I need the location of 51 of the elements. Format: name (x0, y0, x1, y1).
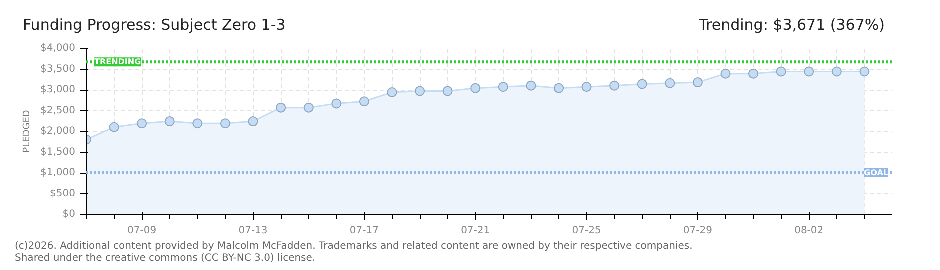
point (109, 122, 120, 132)
point (526, 80, 536, 91)
x-tick-label: 07-17 (350, 226, 379, 236)
point (804, 66, 814, 77)
point (720, 68, 731, 79)
x-tick-label: 07-29 (683, 226, 712, 236)
x-tick-label: 07-25 (572, 226, 602, 236)
text: Shared under the creative commons (CC BY-NC 3.0) license. (15, 253, 317, 265)
point (164, 116, 175, 127)
point (470, 83, 481, 94)
point (860, 66, 870, 77)
x-tick-label: 07-13 (238, 226, 268, 236)
point (692, 78, 703, 88)
point (192, 118, 203, 129)
y-tick-label: $1,000 (40, 168, 76, 178)
point (665, 78, 676, 88)
point (637, 79, 648, 90)
y-tick-label: $500 (50, 188, 76, 200)
ref-line-label: GOAL (864, 168, 889, 178)
text: Trending: $3,671 (367%) (699, 15, 885, 36)
point (387, 88, 398, 98)
x-tick-label: 08-02 (794, 226, 824, 236)
text: (c)2026. Additional content provided by Malcolm McFadden. Trademarks and related content are owned by their respective companies. (15, 241, 693, 253)
point (248, 116, 258, 127)
point (276, 102, 286, 113)
point (304, 102, 314, 113)
point (554, 83, 564, 94)
point (776, 66, 786, 77)
y-tick-label: $2,500 (40, 105, 76, 116)
ref-line-label: TRENDING (94, 58, 142, 67)
point (332, 98, 342, 109)
y-tick-label: $4,000 (40, 43, 76, 54)
point (610, 80, 620, 91)
y-tick-label: $0 (62, 209, 76, 220)
y-tick-label: $1,500 (40, 146, 76, 158)
point (415, 86, 426, 96)
y-tick-label: $3,000 (40, 84, 76, 96)
point (748, 68, 759, 79)
x-tick-label: 07-21 (461, 226, 490, 236)
y-tick-label: $2,000 (40, 126, 76, 137)
point (359, 96, 370, 107)
point (442, 86, 453, 96)
point (582, 82, 592, 92)
x-tick-label: 07-09 (128, 226, 157, 236)
point (832, 66, 842, 77)
chart-title: Funding Progress: Subject Zero 1-3 (23, 15, 286, 36)
y-axis-title: PLEDGED (22, 110, 33, 153)
point (498, 82, 508, 92)
point (137, 118, 148, 129)
point (220, 118, 230, 129)
y-tick-label: $3,500 (40, 64, 76, 75)
